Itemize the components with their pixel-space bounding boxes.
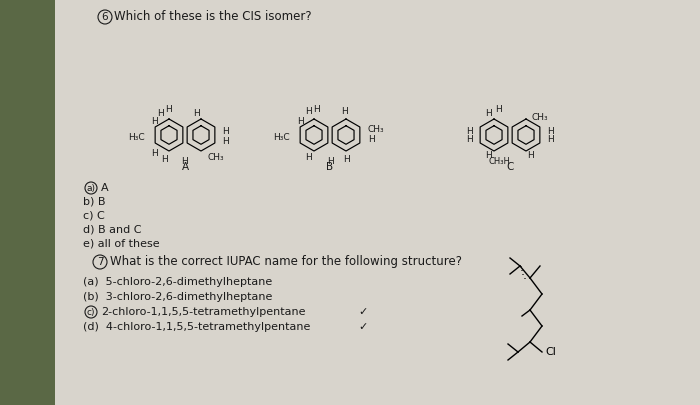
Text: H: H: [297, 117, 303, 126]
Text: H: H: [162, 154, 169, 164]
Text: CH₃H: CH₃H: [488, 156, 510, 166]
Text: H: H: [341, 107, 347, 117]
Text: H: H: [304, 153, 312, 162]
Text: H: H: [484, 109, 491, 117]
Text: d) B and C: d) B and C: [83, 225, 141, 235]
Text: H: H: [368, 136, 374, 145]
Text: H: H: [194, 109, 200, 117]
Text: H: H: [222, 128, 229, 136]
Text: H: H: [152, 149, 158, 158]
Text: ✓: ✓: [358, 322, 368, 332]
Text: b) B: b) B: [83, 197, 106, 207]
Text: H: H: [547, 126, 554, 136]
Text: H: H: [466, 126, 473, 136]
Text: 7: 7: [97, 257, 104, 267]
Text: C: C: [506, 162, 514, 172]
Text: (a)  5-chloro-2,6-dimethylheptane: (a) 5-chloro-2,6-dimethylheptane: [83, 277, 272, 287]
Text: 6: 6: [102, 12, 108, 22]
Text: H: H: [304, 107, 312, 117]
Text: H: H: [547, 136, 554, 145]
Text: H: H: [466, 136, 473, 145]
Text: 2-chloro-1,1,5,5-tetramethylpentane: 2-chloro-1,1,5,5-tetramethylpentane: [101, 307, 305, 317]
Text: A: A: [101, 183, 108, 193]
Text: H: H: [181, 156, 188, 166]
Text: H: H: [166, 104, 172, 113]
Text: H₃C: H₃C: [274, 132, 290, 141]
Text: What is the correct IUPAC name for the following structure?: What is the correct IUPAC name for the f…: [110, 256, 462, 269]
Text: H: H: [327, 156, 333, 166]
Text: ✓: ✓: [358, 307, 368, 317]
Text: B: B: [326, 162, 334, 172]
Text: H: H: [486, 151, 492, 160]
Text: H: H: [313, 104, 319, 113]
Text: H: H: [342, 154, 349, 164]
Text: (b)  3-chloro-2,6-dimethylheptane: (b) 3-chloro-2,6-dimethylheptane: [83, 292, 272, 302]
Text: CH₃: CH₃: [368, 126, 384, 134]
Text: a): a): [87, 183, 95, 192]
Text: Cl: Cl: [545, 347, 556, 357]
Text: CH₃: CH₃: [207, 153, 223, 162]
Text: H: H: [152, 117, 158, 126]
Text: c) C: c) C: [83, 211, 105, 221]
Text: c): c): [87, 307, 95, 316]
Text: CH₃: CH₃: [532, 113, 549, 121]
Text: Which of these is the CIS isomer?: Which of these is the CIS isomer?: [114, 11, 312, 23]
Text: e) all of these: e) all of these: [83, 239, 160, 249]
Text: H₃C: H₃C: [128, 132, 145, 141]
Text: H: H: [528, 151, 534, 160]
Text: (d)  4-chloro-1,1,5,5-tetramethylpentane: (d) 4-chloro-1,1,5,5-tetramethylpentane: [83, 322, 310, 332]
Text: H: H: [222, 136, 229, 145]
Text: H: H: [495, 104, 501, 113]
Text: H: H: [158, 109, 164, 117]
Bar: [0, 0, 55, 405]
Text: A: A: [181, 162, 188, 172]
